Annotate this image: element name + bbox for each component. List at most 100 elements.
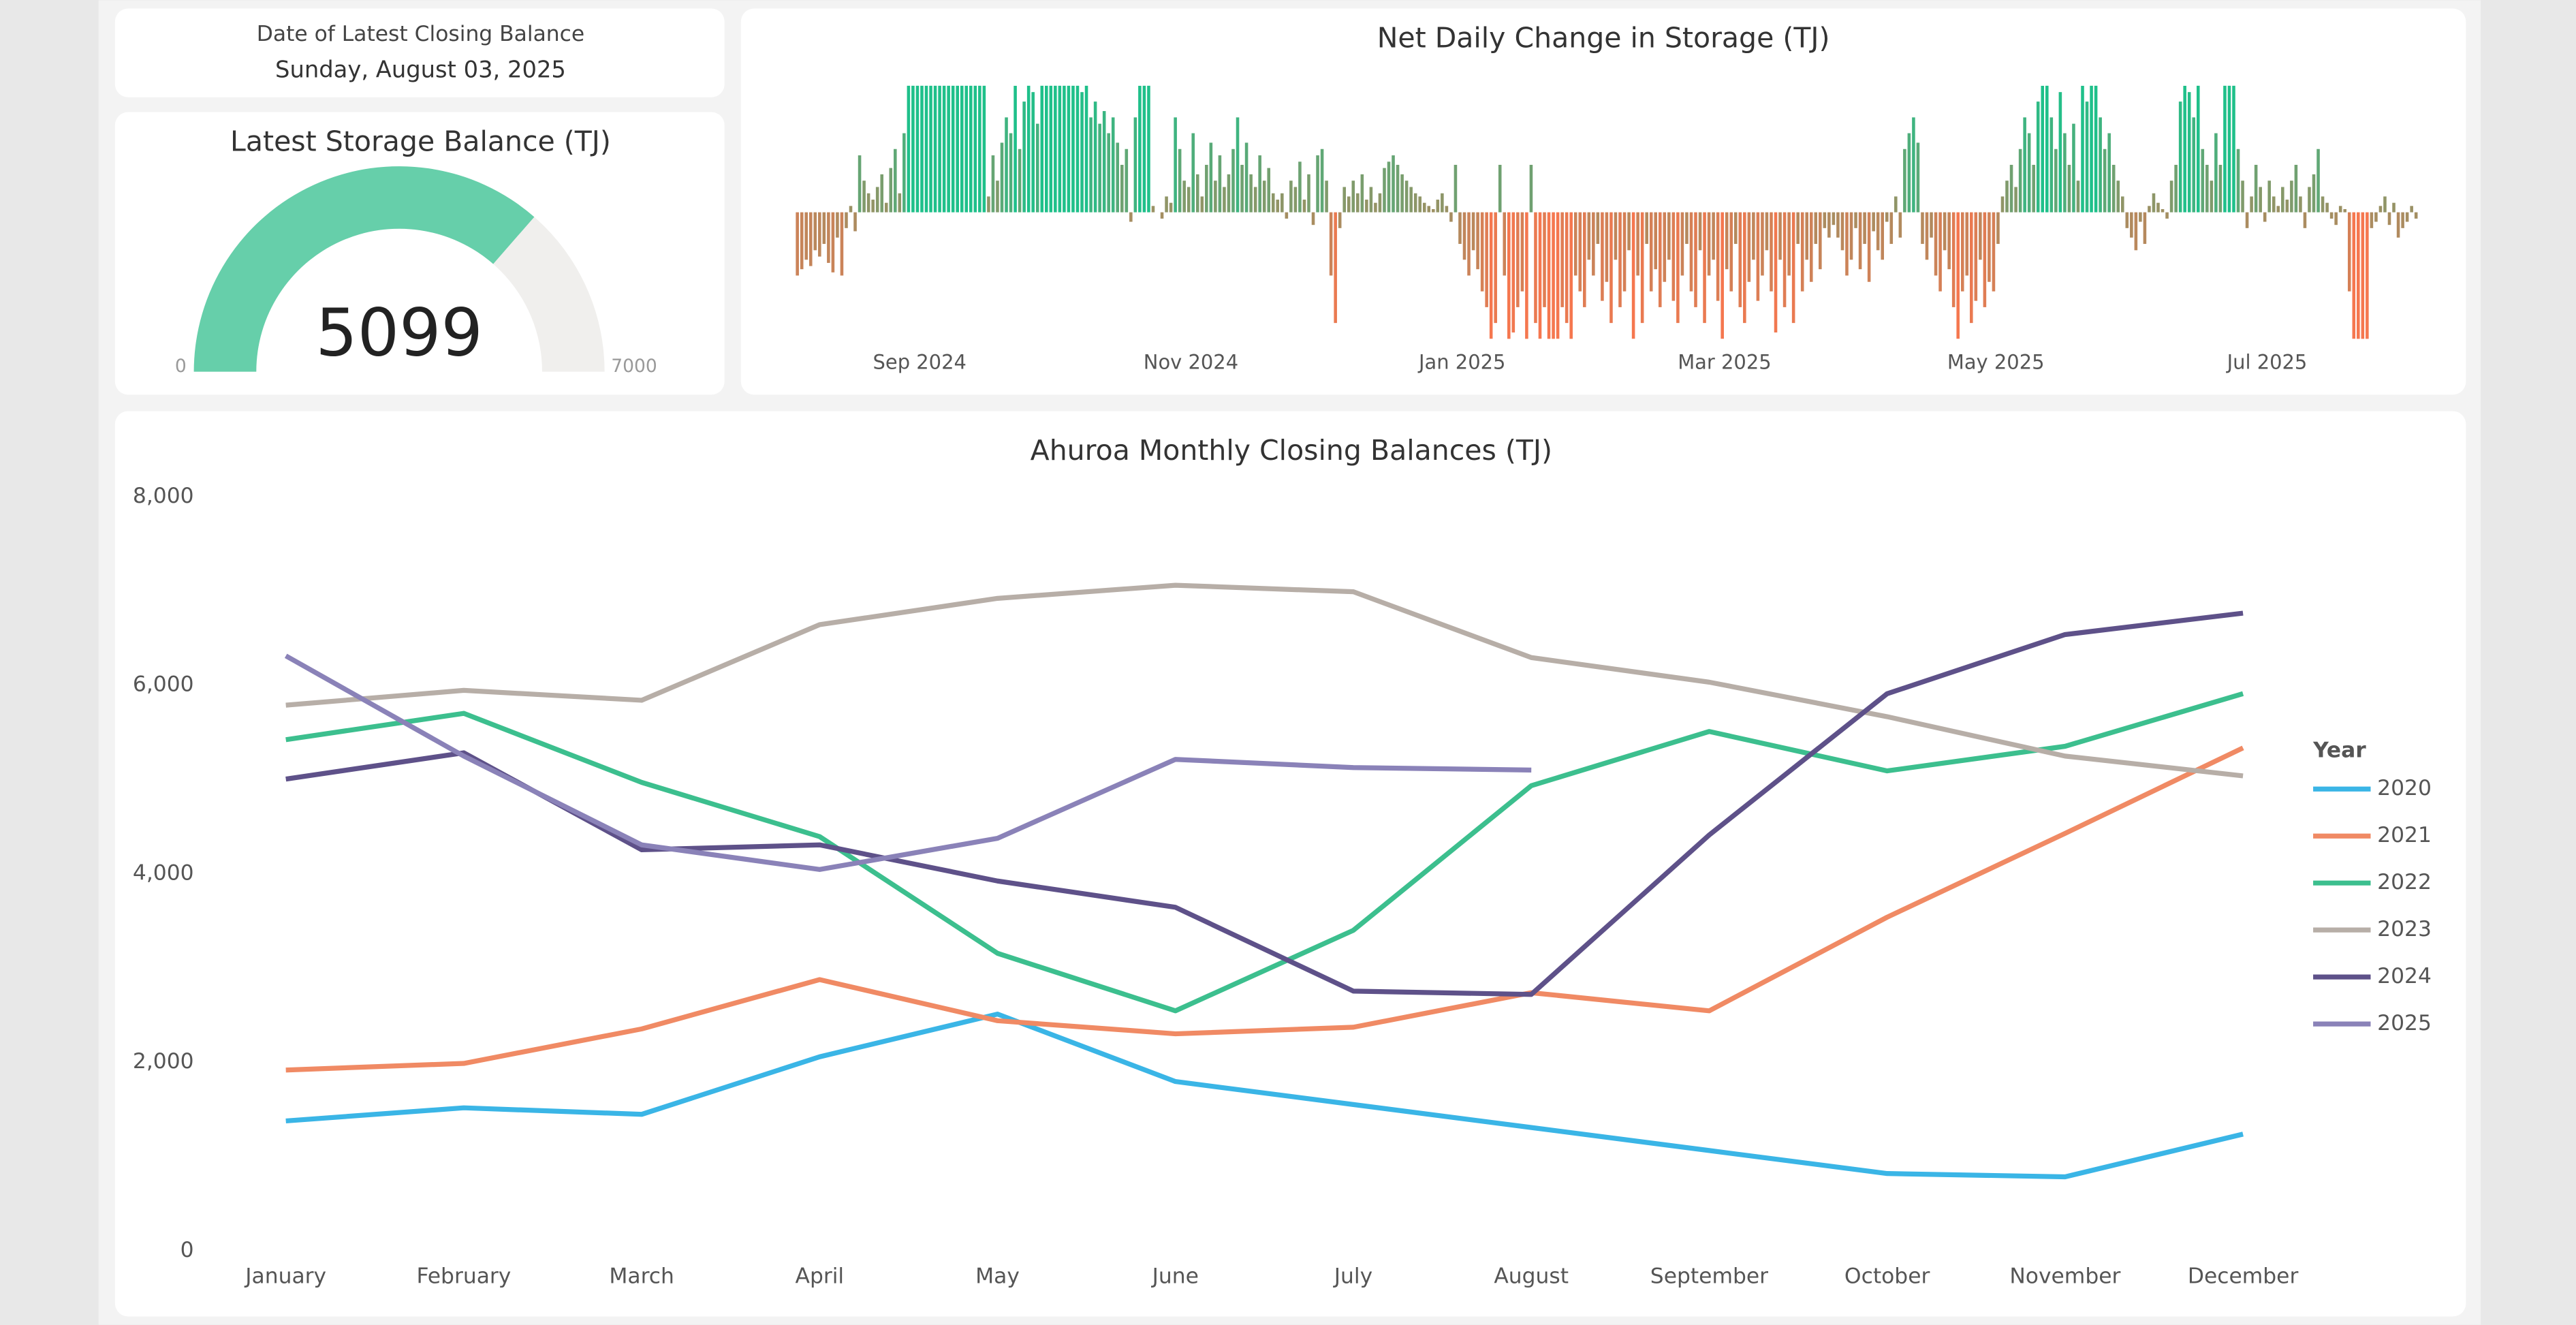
bar <box>1063 85 1066 213</box>
bar <box>858 155 862 213</box>
bar <box>875 187 879 213</box>
bar <box>1605 212 1609 282</box>
bar <box>871 200 875 213</box>
bar <box>1960 212 1964 292</box>
x-tick-label: April <box>796 1264 845 1289</box>
bar <box>1609 212 1613 324</box>
bar <box>2161 208 2165 213</box>
bar <box>2281 187 2284 213</box>
bar <box>1516 212 1520 307</box>
bar <box>1084 85 1088 213</box>
bar <box>2085 102 2089 213</box>
bar <box>2325 202 2329 213</box>
bar <box>1649 212 1653 292</box>
bar <box>2169 181 2173 213</box>
bar <box>2338 206 2342 213</box>
bar <box>1129 212 1133 222</box>
bar <box>1396 164 1400 213</box>
bar <box>1383 168 1386 213</box>
bar <box>1636 212 1639 276</box>
bar <box>1716 212 1720 301</box>
bar <box>827 212 830 263</box>
bar <box>969 85 973 213</box>
x-tick-label: June <box>1151 1264 1199 1289</box>
bar <box>1582 212 1586 307</box>
x-tick-label: February <box>416 1264 511 1289</box>
bar <box>2276 206 2280 213</box>
bar <box>1912 117 1915 213</box>
x-tick-label: October <box>1844 1264 1930 1289</box>
bar <box>1174 117 1177 213</box>
bar <box>1218 155 1222 213</box>
bar <box>1480 212 1484 292</box>
bar <box>2130 212 2133 238</box>
bar <box>1427 206 1431 213</box>
bar <box>2383 196 2387 213</box>
bar <box>1578 212 1582 292</box>
bar <box>1223 187 1226 213</box>
x-tick-label: December <box>2188 1264 2299 1289</box>
bar <box>2294 164 2298 213</box>
bar <box>2201 149 2205 213</box>
bar <box>1227 174 1231 213</box>
bar <box>1689 212 1693 292</box>
bar <box>1791 212 1795 324</box>
bar <box>1409 187 1413 213</box>
bar <box>2321 196 2325 213</box>
bar <box>2241 181 2244 213</box>
bar <box>1387 161 1391 213</box>
legend-label: 2023 <box>2377 917 2432 941</box>
bar <box>1667 212 1671 260</box>
bar <box>866 193 870 213</box>
x-tick-label: Jan 2025 <box>1417 351 1505 374</box>
bar <box>2120 196 2124 213</box>
bar <box>1819 212 1822 270</box>
bar <box>1329 212 1333 276</box>
legend-label: 2025 <box>2377 1011 2432 1035</box>
bar <box>1258 155 1261 213</box>
bar-chart: Net Daily Change in Storage (TJ) Sep 2024… <box>796 21 2418 374</box>
bar <box>915 85 920 213</box>
bar <box>1823 212 1827 228</box>
bar <box>2263 212 2267 222</box>
bar <box>1125 149 1129 213</box>
bar <box>2218 164 2222 213</box>
bar <box>1075 85 1080 213</box>
bar <box>1489 212 1493 339</box>
bar <box>804 212 808 260</box>
bar <box>2254 164 2258 213</box>
bar <box>1334 212 1337 324</box>
bar <box>2227 85 2231 213</box>
bar <box>1485 212 1488 307</box>
bar <box>2111 164 2116 213</box>
bar <box>1698 212 1702 251</box>
line-series <box>285 582 2244 779</box>
x-tick-label: September <box>1650 1264 1768 1289</box>
bar <box>1267 168 1271 213</box>
bar <box>2187 92 2191 213</box>
bar <box>1205 164 1208 213</box>
bar <box>1498 164 1502 213</box>
bar <box>1160 212 1164 219</box>
bar <box>2178 102 2182 213</box>
bar <box>2214 133 2218 213</box>
bar <box>1627 212 1631 251</box>
bar <box>1863 212 1866 245</box>
bar <box>2405 212 2409 222</box>
line-series <box>285 1012 2244 1180</box>
bar <box>1293 187 1298 213</box>
y-tick-label: 2,000 <box>133 1049 194 1074</box>
bar <box>2401 212 2404 228</box>
bar <box>1009 133 1013 213</box>
bar <box>831 212 835 272</box>
bar <box>2250 196 2253 213</box>
bar <box>1796 212 1800 245</box>
bar <box>1805 212 1809 260</box>
bar <box>1907 133 1911 213</box>
bar <box>2005 181 2009 213</box>
bar <box>1858 212 1862 270</box>
bar <box>1116 142 1120 213</box>
bar <box>880 174 884 213</box>
bar <box>1925 212 1929 260</box>
